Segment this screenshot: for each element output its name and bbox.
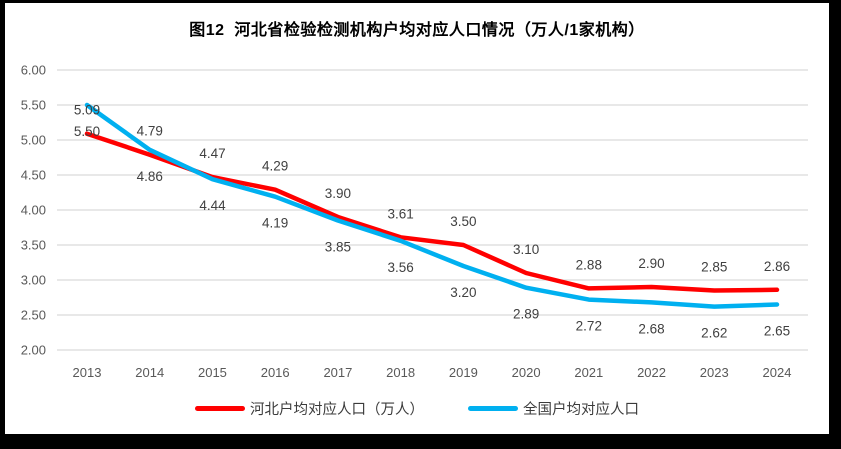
- data-label-national: 4.86: [137, 169, 163, 184]
- x-axis-tick-label: 2015: [198, 365, 227, 380]
- legend-label: 全国户均对应人口: [523, 402, 639, 418]
- y-axis-tick-label: 5.50: [21, 98, 46, 113]
- legend-item-hebei: 河北户均对应人口（万人）: [195, 398, 424, 419]
- x-axis-tick-label: 2022: [637, 365, 666, 380]
- y-axis-tick-label: 2.50: [21, 308, 46, 323]
- chart-canvas: 图12 河北省检验检测机构户均对应人口情况（万人/1家机构） 2.00 2.50 3…: [5, 3, 829, 434]
- x-axis-tick-label: 2020: [512, 365, 541, 380]
- data-label-hebei: 3.50: [450, 214, 476, 229]
- x-axis-tick-label: 2014: [135, 365, 164, 380]
- data-label-hebei: 3.90: [325, 186, 351, 201]
- x-axis-tick-label: 2019: [449, 365, 478, 380]
- series-line-national: [84, 102, 780, 309]
- y-axis-tick-label: 4.50: [21, 168, 46, 183]
- data-label-hebei: 2.86: [764, 259, 790, 274]
- data-label-hebei: 5.09: [74, 103, 100, 118]
- line-chart-plot-area: 2.00 2.50 3.00 3.50 4.00 4.50 5.00 5.50 6.00 2013…: [21, 63, 808, 380]
- x-axis-tick-label: 2023: [700, 365, 729, 380]
- y-axis-tick-label: 3.50: [21, 238, 46, 253]
- x-axis-tick-label: 2016: [261, 365, 290, 380]
- data-label-national: 2.89: [513, 307, 539, 322]
- data-label-national: 2.72: [576, 319, 602, 334]
- legend-swatch-national: [468, 406, 518, 411]
- y-axis-tick-label: 4.00: [21, 203, 46, 218]
- y-axis-tick-label: 6.00: [21, 63, 46, 78]
- legend-item-national: 全国户均对应人口: [468, 398, 639, 419]
- data-label-hebei: 3.61: [387, 206, 413, 221]
- x-axis-tick-label: 2017: [323, 365, 352, 380]
- data-label-national: 2.68: [638, 321, 664, 336]
- data-label-national: 2.62: [701, 326, 727, 341]
- legend-swatch-hebei: [195, 406, 245, 411]
- series-line-hebei: [84, 131, 780, 293]
- y-axis-tick-label: 2.00: [21, 343, 46, 358]
- x-axis-tick-label: 2024: [763, 365, 792, 380]
- data-label-national: 4.44: [199, 198, 226, 213]
- chart-legend: 河北户均对应人口（万人） 全国户均对应人口: [5, 398, 829, 419]
- data-label-national: 5.50: [74, 124, 100, 139]
- data-label-hebei: 2.88: [576, 257, 602, 272]
- x-axis-tick-label: 2013: [73, 365, 102, 380]
- data-label-national: 3.85: [325, 240, 351, 255]
- x-axis-tick-label: 2018: [386, 365, 415, 380]
- data-label-hebei: 3.10: [513, 242, 539, 257]
- legend-label: 河北户均对应人口（万人）: [250, 402, 424, 418]
- data-label-hebei: 4.79: [137, 124, 163, 139]
- y-axis-tick-label: 3.00: [21, 273, 46, 288]
- data-label-national: 3.20: [450, 285, 476, 300]
- data-label-national: 3.56: [387, 260, 413, 275]
- data-label-national: 4.19: [262, 216, 288, 231]
- data-label-hebei: 2.85: [701, 260, 727, 275]
- data-label-hebei: 4.47: [199, 146, 225, 161]
- data-label-national: 2.65: [764, 324, 790, 339]
- y-axis-tick-label: 5.00: [21, 133, 46, 148]
- data-label-hebei: 2.90: [638, 256, 664, 271]
- x-axis-tick-label: 2021: [574, 365, 603, 380]
- chart-title: 图12 河北省检验检测机构户均对应人口情况（万人/1家机构）: [189, 22, 645, 39]
- data-label-hebei: 4.29: [262, 159, 288, 174]
